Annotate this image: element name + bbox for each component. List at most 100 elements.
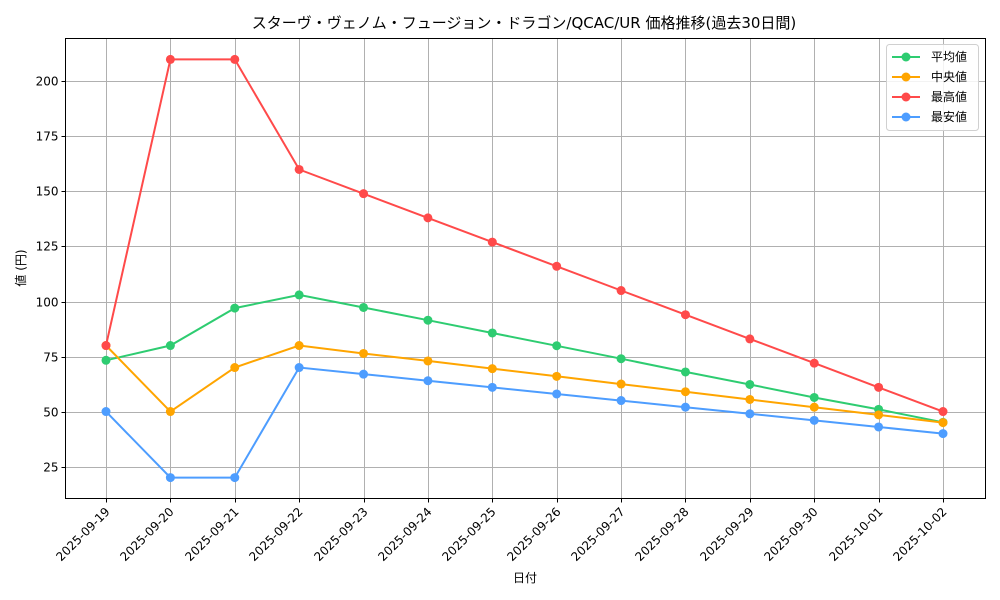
data-point — [552, 371, 562, 381]
data-point — [359, 302, 369, 312]
data-point — [423, 356, 433, 366]
y-tick-label: 150 — [36, 185, 59, 199]
x-tick-label: 2025-09-27 — [568, 505, 627, 564]
data-point — [809, 402, 819, 412]
data-point — [745, 334, 755, 344]
data-point — [809, 392, 819, 402]
x-tick-label: 2025-09-25 — [439, 505, 498, 564]
data-point — [616, 354, 626, 364]
series-line — [101, 363, 948, 483]
data-point — [359, 348, 369, 358]
data-point — [616, 379, 626, 389]
data-point — [165, 341, 175, 351]
x-axis: 2025-09-19 2025-09-20 2025-09-21 2025-09-22… — [53, 498, 950, 564]
data-point — [294, 341, 304, 351]
legend-item: 最高値 — [892, 89, 967, 104]
data-point — [745, 409, 755, 419]
data-point — [874, 422, 884, 432]
x-tick-label: 2025-09-23 — [311, 505, 370, 564]
series-line — [101, 341, 948, 428]
data-point — [616, 396, 626, 406]
data-point — [745, 379, 755, 389]
x-tick-label: 2025-09-29 — [697, 505, 756, 564]
data-point — [680, 367, 690, 377]
series-layer — [101, 54, 948, 483]
legend-item: 中央値 — [892, 69, 967, 84]
y-tick-label: 50 — [43, 406, 58, 420]
y-axis-label: 値 (円) — [13, 249, 28, 286]
data-point — [165, 473, 175, 483]
legend-marker-icon — [901, 92, 911, 102]
x-tick-label: 2025-09-20 — [117, 505, 176, 564]
data-point — [938, 407, 948, 417]
data-point — [423, 315, 433, 325]
legend-label: 中央値 — [931, 69, 967, 84]
data-point — [552, 341, 562, 351]
y-tick-label: 200 — [36, 75, 59, 89]
data-point — [101, 341, 111, 351]
legend-item: 平均値 — [892, 49, 967, 64]
x-tick-label: 2025-10-01 — [826, 505, 885, 564]
x-tick-label: 2025-10-02 — [890, 505, 949, 564]
x-tick-label: 2025-09-21 — [182, 505, 241, 564]
data-point — [294, 290, 304, 300]
data-point — [809, 415, 819, 425]
y-tick-label: 100 — [36, 296, 59, 310]
data-point — [359, 369, 369, 379]
data-point — [487, 237, 497, 247]
x-tick-label: 2025-09-24 — [375, 505, 434, 564]
data-point — [230, 473, 240, 483]
data-point — [359, 189, 369, 199]
legend-label: 平均値 — [931, 49, 967, 64]
legend-marker-icon — [901, 72, 911, 82]
data-point — [874, 410, 884, 420]
data-point — [616, 286, 626, 296]
x-tick-label: 2025-09-30 — [761, 505, 820, 564]
y-tick-label: 125 — [36, 240, 59, 254]
data-point — [487, 328, 497, 338]
data-point — [874, 382, 884, 392]
data-point — [423, 376, 433, 386]
data-point — [680, 387, 690, 397]
data-point — [487, 382, 497, 392]
x-tick-label: 2025-09-28 — [632, 505, 691, 564]
grid — [65, 38, 986, 499]
data-point — [294, 164, 304, 174]
data-point — [230, 363, 240, 373]
legend-item: 最安値 — [892, 109, 967, 124]
data-point — [423, 213, 433, 223]
data-point — [938, 429, 948, 439]
data-point — [165, 54, 175, 64]
legend-label: 最高値 — [931, 89, 967, 104]
series-line — [101, 54, 948, 417]
plot-frame — [65, 38, 986, 499]
data-point — [680, 402, 690, 412]
y-tick-label: 25 — [43, 461, 58, 475]
data-point — [552, 261, 562, 271]
y-tick-label: 175 — [36, 130, 59, 144]
x-tick-label: 2025-09-22 — [246, 505, 305, 564]
data-point — [487, 364, 497, 374]
data-point — [165, 407, 175, 417]
data-point — [552, 389, 562, 399]
y-tick-label: 75 — [43, 351, 58, 365]
x-tick-label: 2025-09-26 — [504, 505, 563, 564]
data-point — [938, 418, 948, 428]
x-tick-label: 2025-09-19 — [53, 505, 112, 564]
y-axis: 25 50 75 100 125 150 175 200 — [36, 75, 66, 475]
legend-marker-icon — [901, 52, 911, 62]
data-point — [745, 394, 755, 404]
legend-label: 最安値 — [931, 109, 967, 124]
data-point — [230, 54, 240, 64]
data-point — [101, 407, 111, 417]
chart-title: スターヴ・ヴェノム・フュージョン・ドラゴン/QCAC/UR 価格推移(過去30日… — [252, 14, 797, 32]
data-point — [809, 358, 819, 368]
data-point — [230, 303, 240, 313]
data-point — [101, 355, 111, 365]
x-axis-label: 日付 — [513, 571, 537, 585]
data-point — [680, 310, 690, 320]
series-line — [101, 290, 948, 427]
data-point — [294, 363, 304, 373]
